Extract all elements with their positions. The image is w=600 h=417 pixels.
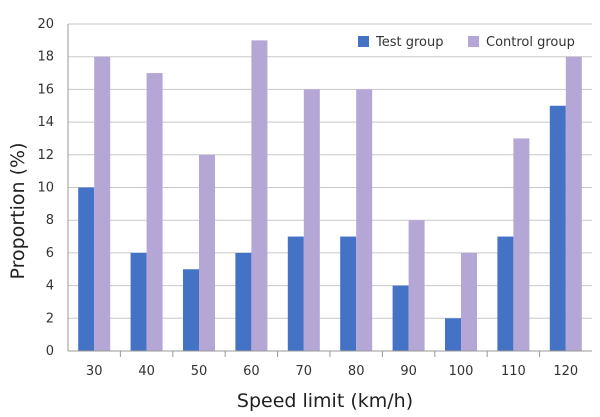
legend: Test group Control group <box>358 35 575 50</box>
bar-layer <box>78 40 582 352</box>
bar-test-group-110 <box>497 236 514 351</box>
bar-test-group-30 <box>78 187 95 351</box>
bar-control-group-90 <box>408 220 425 351</box>
bar-control-group-70 <box>303 89 320 352</box>
y-tick-label: 20 <box>37 17 54 32</box>
legend-swatch <box>358 36 369 47</box>
legend-label: Control group <box>486 35 575 50</box>
bar-control-group-30 <box>94 56 111 351</box>
bar-test-group-90 <box>392 285 409 351</box>
y-tick-label: 16 <box>37 82 54 97</box>
y-tick-label: 4 <box>46 279 54 294</box>
bar-test-group-50 <box>183 269 199 351</box>
y-tick-label: 14 <box>37 115 54 130</box>
y-tick-label: 10 <box>37 181 54 196</box>
x-tick-label: 40 <box>138 364 155 379</box>
y-tick-label: 2 <box>46 311 54 326</box>
bar-control-group-40 <box>146 73 163 352</box>
y-tick-label: 6 <box>46 246 54 261</box>
legend-swatch <box>468 36 479 47</box>
x-tick-label: 30 <box>86 364 103 379</box>
bar-test-group-70 <box>287 236 304 351</box>
y-axis-title: Proportion (%) <box>7 143 29 280</box>
bar-control-group-110 <box>513 138 530 351</box>
bar-test-group-120 <box>549 105 566 351</box>
x-axis-title: Speed limit (km/h) <box>237 390 413 412</box>
bar-test-group-100 <box>445 318 461 351</box>
bar-control-group-120 <box>565 56 582 351</box>
bar-control-group-60 <box>251 40 268 351</box>
x-tick-label: 50 <box>191 364 208 379</box>
x-tick-label: 100 <box>449 364 474 379</box>
x-tick-label: 80 <box>348 364 365 379</box>
x-tick-label: 70 <box>296 364 313 379</box>
legend-item-control-group: Control group <box>468 35 575 50</box>
legend-label: Test group <box>375 35 444 50</box>
bar-test-group-80 <box>340 236 357 351</box>
x-tick-label: 110 <box>501 364 526 379</box>
bar-test-group-40 <box>130 252 147 351</box>
x-tick-label: 90 <box>400 364 417 379</box>
y-tick-label: 8 <box>46 213 54 228</box>
y-tick-label: 12 <box>37 148 54 163</box>
y-tick-label: 18 <box>37 50 54 65</box>
bar-control-group-100 <box>461 252 477 351</box>
bar-control-group-80 <box>356 89 373 352</box>
x-tick-label: 60 <box>243 364 260 379</box>
axis-layer: 0 2 4 6 8 10 12 14 16 18 20 30 40 50 60 70 80 90 100 110 120 <box>37 17 592 379</box>
y-tick-label: 0 <box>46 344 54 359</box>
x-tick-label: 120 <box>553 364 578 379</box>
legend-item-test-group: Test group <box>358 35 444 50</box>
bar-test-group-60 <box>235 252 252 351</box>
bar-control-group-50 <box>199 154 215 351</box>
